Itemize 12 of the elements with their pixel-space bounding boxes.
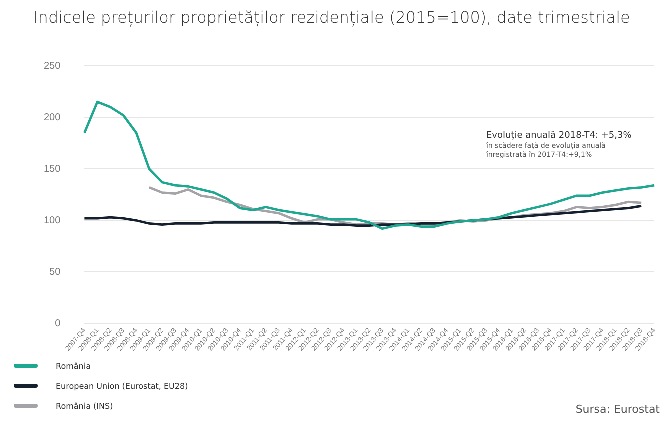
- y-tick-label: 250: [44, 60, 62, 72]
- y-tick-label: 200: [44, 112, 62, 124]
- legend-label: România: [56, 362, 91, 370]
- chart-title: Indicele prețurilor proprietăților rezidențiale (2015=100), date trimestriale: [32, 8, 632, 27]
- legend-label: România (INS): [56, 402, 114, 410]
- y-tick-label: 50: [50, 266, 62, 278]
- legend-label: European Union (Eurostat, EU28): [56, 382, 188, 390]
- y-tick-label: 150: [44, 164, 62, 175]
- y-tick-label: 100: [44, 215, 62, 226]
- text: Sursa: Eurostat: [576, 403, 660, 416]
- y-tick-label: 0: [55, 318, 62, 330]
- annotation: Evoluție anuală 2018-T4: +5,3%: [486, 131, 632, 142]
